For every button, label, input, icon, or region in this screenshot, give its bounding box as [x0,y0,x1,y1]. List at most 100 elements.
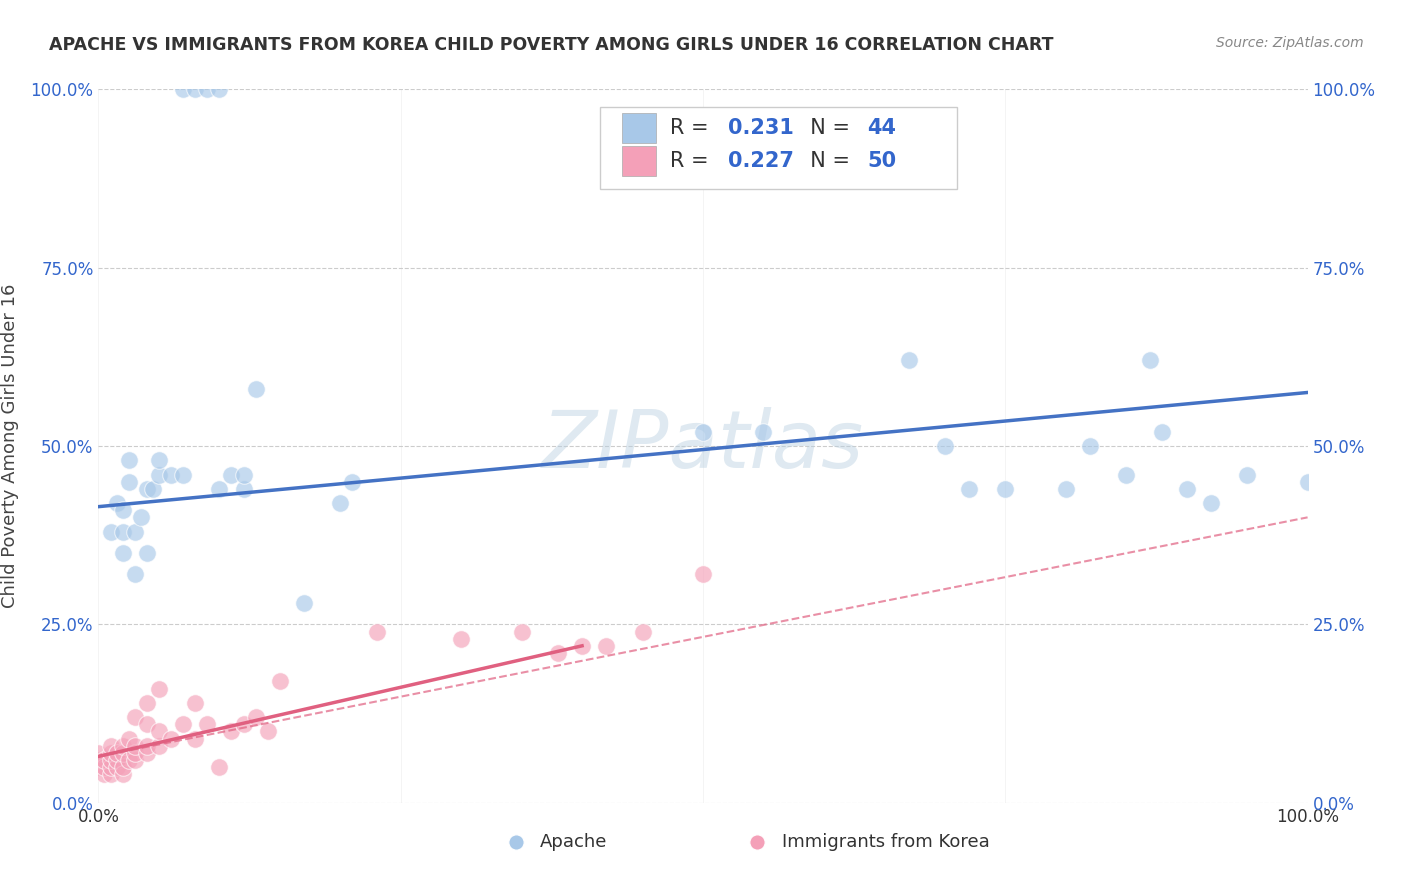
Text: R =: R = [671,119,716,138]
Point [366,624,388,639]
Point [934,439,956,453]
Point [124,524,146,539]
Point [111,767,134,781]
Point [124,753,146,767]
Point [87,746,110,760]
Point [897,353,920,368]
Point [547,646,569,660]
Point [292,596,315,610]
Point [100,753,122,767]
Text: R =: R = [671,151,716,170]
Point [692,425,714,439]
Point [124,746,146,760]
Point [221,724,243,739]
Point [232,717,254,731]
Point [1078,439,1101,453]
Point [87,753,110,767]
Point [245,382,267,396]
Point [111,524,134,539]
Point [129,510,152,524]
Point [148,724,170,739]
Point [256,724,278,739]
Point [111,746,134,760]
Point [135,482,157,496]
Point [184,731,207,746]
Point [124,567,146,582]
Point [184,696,207,710]
Point [105,753,128,767]
Point [105,496,128,510]
FancyBboxPatch shape [621,113,655,144]
Point [208,482,231,496]
Point [100,524,122,539]
Point [195,717,218,731]
Point [221,467,243,482]
Text: Source: ZipAtlas.com: Source: ZipAtlas.com [1216,36,1364,50]
Point [329,496,352,510]
Text: ZIPatlas: ZIPatlas [541,407,865,485]
Text: Immigrants from Korea: Immigrants from Korea [782,833,990,851]
Point [957,482,980,496]
Point [135,696,157,710]
Point [87,760,110,774]
FancyBboxPatch shape [600,107,957,189]
Point [269,674,291,689]
Point [135,717,157,731]
Y-axis label: Child Poverty Among Girls Under 16: Child Poverty Among Girls Under 16 [1,284,20,608]
Point [208,760,231,774]
Point [994,482,1017,496]
Point [160,731,183,746]
Point [1054,482,1077,496]
Point [118,475,141,489]
Point [111,739,134,753]
Point [571,639,593,653]
Point [245,710,267,724]
Point [111,546,134,560]
Point [631,624,654,639]
Point [1139,353,1161,368]
Point [342,475,364,489]
Point [111,503,134,517]
Point [160,467,183,482]
Point [148,467,170,482]
Point [93,760,115,774]
Point [105,760,128,774]
Point [105,746,128,760]
Point [692,567,714,582]
Point [100,767,122,781]
Point [184,82,207,96]
Point [450,632,472,646]
Point [1199,496,1222,510]
Point [135,746,157,760]
Point [148,453,170,467]
Point [172,467,194,482]
Text: 0.231: 0.231 [728,119,794,138]
Point [118,753,141,767]
Point [135,546,157,560]
Text: 44: 44 [868,119,897,138]
FancyBboxPatch shape [621,145,655,176]
Text: N =: N = [797,119,856,138]
Point [195,82,218,96]
Text: 0.227: 0.227 [728,151,794,170]
Point [232,467,254,482]
Point [172,717,194,731]
Text: 50: 50 [868,151,897,170]
Point [118,731,141,746]
Point [111,760,134,774]
Point [1175,482,1198,496]
Point [124,739,146,753]
Point [232,482,254,496]
Point [142,482,165,496]
Point [208,82,231,96]
Point [93,753,115,767]
Point [1152,425,1174,439]
Point [510,624,533,639]
Point [124,710,146,724]
Point [752,425,775,439]
Point [595,639,617,653]
Point [172,82,194,96]
Point [118,453,141,467]
Text: N =: N = [797,151,856,170]
Point [1115,467,1137,482]
